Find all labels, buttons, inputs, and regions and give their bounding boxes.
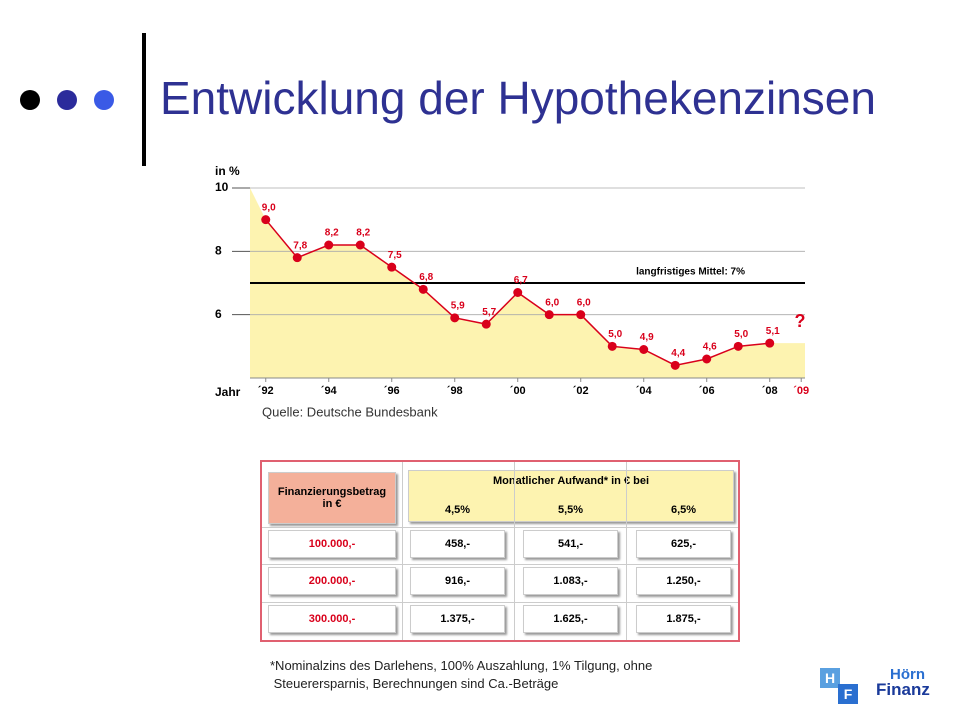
data-label: 5,0 xyxy=(608,329,622,340)
point xyxy=(544,310,554,320)
point xyxy=(733,341,743,351)
annotation: ? xyxy=(795,311,806,331)
data-label: 6,0 xyxy=(577,297,591,308)
point xyxy=(324,240,334,250)
footnote-line: Steuerersparnis, Berechnungen sind Ca.-B… xyxy=(270,676,559,691)
slide-title: Entwicklung der Hypothekenzinsen xyxy=(160,72,876,124)
table-cell: 458,- xyxy=(410,530,505,558)
logo-name: Hörn xyxy=(890,666,925,683)
table-cell: 1.625,- xyxy=(523,605,618,633)
point xyxy=(607,341,617,351)
y-tick-label: 6 xyxy=(215,307,222,321)
table-cell: 916,- xyxy=(410,567,505,595)
data-label: 4,4 xyxy=(671,348,685,359)
x-tick-label: ´06 xyxy=(699,385,715,397)
x-tick-label: ´08 xyxy=(762,385,778,397)
point xyxy=(639,345,649,354)
table-cell: 1.875,- xyxy=(636,605,731,633)
point xyxy=(418,284,428,294)
point xyxy=(292,253,302,263)
bullet-dot xyxy=(57,90,77,110)
x-tick-label: ´94 xyxy=(321,385,338,397)
x-axis-label: Jahr xyxy=(215,385,241,399)
data-label: 6,0 xyxy=(545,297,559,308)
bullet-dot xyxy=(20,90,40,110)
x-tick-label: ´09 xyxy=(793,385,809,397)
table-cell: 1.250,- xyxy=(636,567,731,595)
y-tick-label: 8 xyxy=(215,244,222,258)
row-divider xyxy=(262,602,738,603)
row-label: 300.000,- xyxy=(268,605,396,633)
data-label: 4,9 xyxy=(640,332,654,343)
row-divider xyxy=(262,527,738,528)
bullet-dot xyxy=(94,90,114,110)
point xyxy=(481,319,491,329)
data-label: 7,8 xyxy=(293,240,307,251)
column-divider xyxy=(402,462,403,640)
table: Finanzierungsbetrag in € Monatlicher Aufwa… xyxy=(260,460,740,642)
header-right-bg xyxy=(408,470,734,522)
column-header: 5,5% xyxy=(557,504,584,516)
mean-label: langfristiges Mittel: 7% xyxy=(636,267,745,278)
data-label: 4,6 xyxy=(703,342,717,353)
footnote-line: *Nominalzins des Darlehens, 100% Auszahl… xyxy=(270,658,653,673)
logo-letter: F xyxy=(838,684,858,704)
point xyxy=(261,215,271,225)
table-cell: 541,- xyxy=(523,530,618,558)
x-tick-label: ´98 xyxy=(447,385,463,397)
data-label: 9,0 xyxy=(262,202,276,213)
row-label: 100.000,- xyxy=(268,530,396,558)
x-tick-label: ´00 xyxy=(510,385,526,397)
x-tick-label: ´92 xyxy=(258,385,274,397)
row-label: 200.000,- xyxy=(268,567,396,595)
data-label: 6,7 xyxy=(514,275,528,286)
row-divider xyxy=(262,564,738,565)
header-right: Monatlicher Aufwand* in € bei xyxy=(492,475,650,487)
column-header: 6,5% xyxy=(670,504,697,516)
source: Quelle: Deutsche Bundesbank xyxy=(262,404,438,419)
logo-letter: H xyxy=(820,668,840,688)
data-label: 5,1 xyxy=(766,326,780,337)
data-label: 7,5 xyxy=(388,250,402,261)
data-label: 8,2 xyxy=(356,228,370,239)
table-cell: 625,- xyxy=(636,530,731,558)
point xyxy=(765,338,775,348)
x-tick-label: ´96 xyxy=(384,385,400,397)
point xyxy=(702,354,712,364)
header-text: Finanzierungsbetrag xyxy=(277,486,387,498)
x-tick-label: ´02 xyxy=(573,385,589,397)
data-label: 5,9 xyxy=(451,300,465,311)
column-divider xyxy=(626,462,627,640)
point xyxy=(355,240,365,250)
header-text: in € xyxy=(322,498,342,510)
table-cell: 1.375,- xyxy=(410,605,505,633)
footnote: *Nominalzins des Darlehens, 100% Auszahl… xyxy=(270,657,652,693)
point xyxy=(576,310,586,320)
column-header: 4,5% xyxy=(444,504,471,516)
data-label: 5,0 xyxy=(734,329,748,340)
divider xyxy=(142,33,146,166)
header-left: Finanzierungsbetrag in € xyxy=(268,472,396,524)
y-axis-label: in % xyxy=(215,164,240,178)
x-tick-label: ´04 xyxy=(636,385,653,397)
data-label: 6,8 xyxy=(419,272,433,283)
data-label: 8,2 xyxy=(325,228,339,239)
point xyxy=(387,262,397,272)
area xyxy=(250,188,805,378)
table-cell: 1.083,- xyxy=(523,567,618,595)
data-label: 5,7 xyxy=(482,307,496,318)
y-tick-label: 10 xyxy=(215,180,229,194)
point xyxy=(670,360,680,370)
point xyxy=(513,288,523,297)
logo: H F Hörn Finanz xyxy=(820,666,940,708)
logo-name: Finanz xyxy=(876,680,930,699)
column-divider xyxy=(514,462,515,640)
point xyxy=(450,313,460,323)
